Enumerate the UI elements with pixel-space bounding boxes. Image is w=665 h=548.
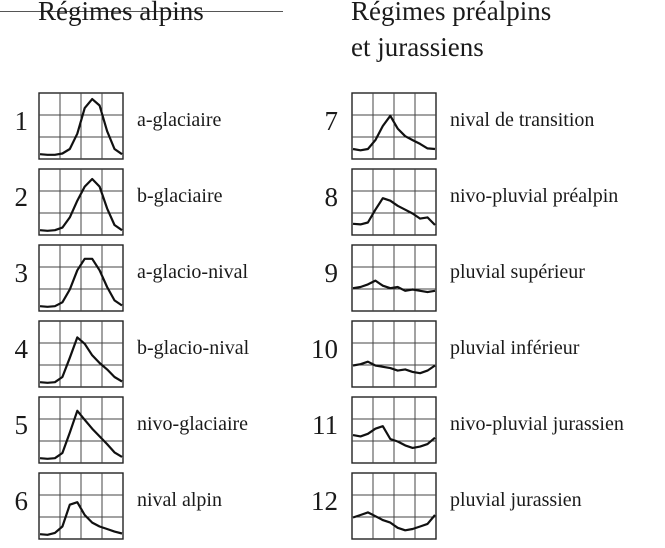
hydrograph-svg xyxy=(38,168,124,236)
regime-curve xyxy=(352,279,436,294)
regime-hydrograph xyxy=(351,168,437,236)
hydrograph-svg xyxy=(38,92,124,160)
regime-label: nivo-glaciaire xyxy=(137,413,249,435)
hydrograph-svg xyxy=(38,244,124,312)
regime-hydrograph xyxy=(351,92,437,160)
regime-curve xyxy=(39,336,123,384)
regime-label: pluvial inférieur xyxy=(450,337,580,359)
hydrograph-svg xyxy=(351,168,437,236)
column-title-1: Régimes alpins xyxy=(38,0,204,29)
regime-row: 5 nivo-glaciaire xyxy=(0,396,665,464)
regime-curve xyxy=(352,425,436,450)
regime-curve xyxy=(39,177,123,232)
hydrograph-svg xyxy=(351,472,437,540)
regime-number: 7 xyxy=(324,106,339,136)
regime-row: 1 a-glaciaire xyxy=(0,92,665,160)
regime-hydrograph xyxy=(38,168,124,236)
regime-label: nival de transition xyxy=(450,109,595,131)
column-title-line: Régimes préalpins xyxy=(351,0,552,26)
regime-number: 12 xyxy=(311,486,338,516)
regime-label: a-glacio-nival xyxy=(137,261,249,283)
regime-hydrograph xyxy=(38,472,124,540)
regime-number: 8 xyxy=(324,182,339,212)
regime-row: 8 nivo-pluvial préalpin xyxy=(0,168,665,236)
column-title-line: et jurassiens xyxy=(351,32,484,62)
hydrograph-svg xyxy=(38,320,124,388)
regime-row: 7 nival de transition xyxy=(0,92,665,160)
regime-label: b-glaciaire xyxy=(137,185,223,207)
regime-label: pluvial jurassien xyxy=(450,489,582,511)
regime-hydrograph xyxy=(351,472,437,540)
column-title-2: Régimes préalpins et jurassiens xyxy=(351,0,551,65)
regime-number: 1 xyxy=(14,106,29,136)
regime-number: 3 xyxy=(14,258,29,288)
hydrograph-svg xyxy=(351,92,437,160)
regime-curve xyxy=(39,257,123,308)
regime-row: 9 pluvial supérieur xyxy=(0,244,665,312)
regime-row: 4 b-glacio-nival xyxy=(0,320,665,388)
regime-number: 10 xyxy=(311,334,338,364)
regime-row: 10 pluvial inférieur xyxy=(0,320,665,388)
column-title-line: Régimes alpins xyxy=(38,0,204,26)
regime-curve xyxy=(352,511,436,532)
regime-row: 2 b-glaciaire xyxy=(0,168,665,236)
regime-curve xyxy=(39,97,123,156)
regime-curve xyxy=(352,360,436,375)
regime-row: 3 a-glacio-nival xyxy=(0,244,665,312)
regime-curve xyxy=(39,501,123,536)
regime-hydrograph xyxy=(38,92,124,160)
regime-number: 6 xyxy=(14,486,29,516)
regime-hydrograph xyxy=(38,396,124,464)
regime-hydrograph xyxy=(351,396,437,464)
regime-label: nival alpin xyxy=(137,489,222,511)
regime-label: a-glaciaire xyxy=(137,109,222,131)
top-rule xyxy=(0,11,283,12)
regime-label: b-glacio-nival xyxy=(137,337,250,359)
regime-curve xyxy=(352,114,436,152)
hydrograph-svg xyxy=(351,244,437,312)
hydrograph-svg xyxy=(38,396,124,464)
regime-number: 5 xyxy=(14,410,29,440)
regime-curve xyxy=(352,197,436,226)
regime-number: 2 xyxy=(14,182,29,212)
regime-hydrograph xyxy=(351,320,437,388)
regime-curve xyxy=(39,409,123,460)
regime-hydrograph xyxy=(38,244,124,312)
regime-number: 4 xyxy=(14,334,29,364)
regime-label: nivo-pluvial préalpin xyxy=(450,185,619,207)
hydrograph-svg xyxy=(351,396,437,464)
hydrograph-svg xyxy=(38,472,124,540)
regime-label: pluvial supérieur xyxy=(450,261,585,283)
regime-hydrograph xyxy=(351,244,437,312)
hydrograph-svg xyxy=(351,320,437,388)
regime-hydrograph xyxy=(38,320,124,388)
regime-row: 12 pluvial jurassien xyxy=(0,472,665,540)
regime-row: 6 nival alpin xyxy=(0,472,665,540)
regime-label: nivo-pluvial jurassien xyxy=(450,413,624,435)
regime-number: 11 xyxy=(312,410,338,440)
regime-row: 11 nivo-pluvial jurassien xyxy=(0,396,665,464)
regime-number: 9 xyxy=(324,258,339,288)
